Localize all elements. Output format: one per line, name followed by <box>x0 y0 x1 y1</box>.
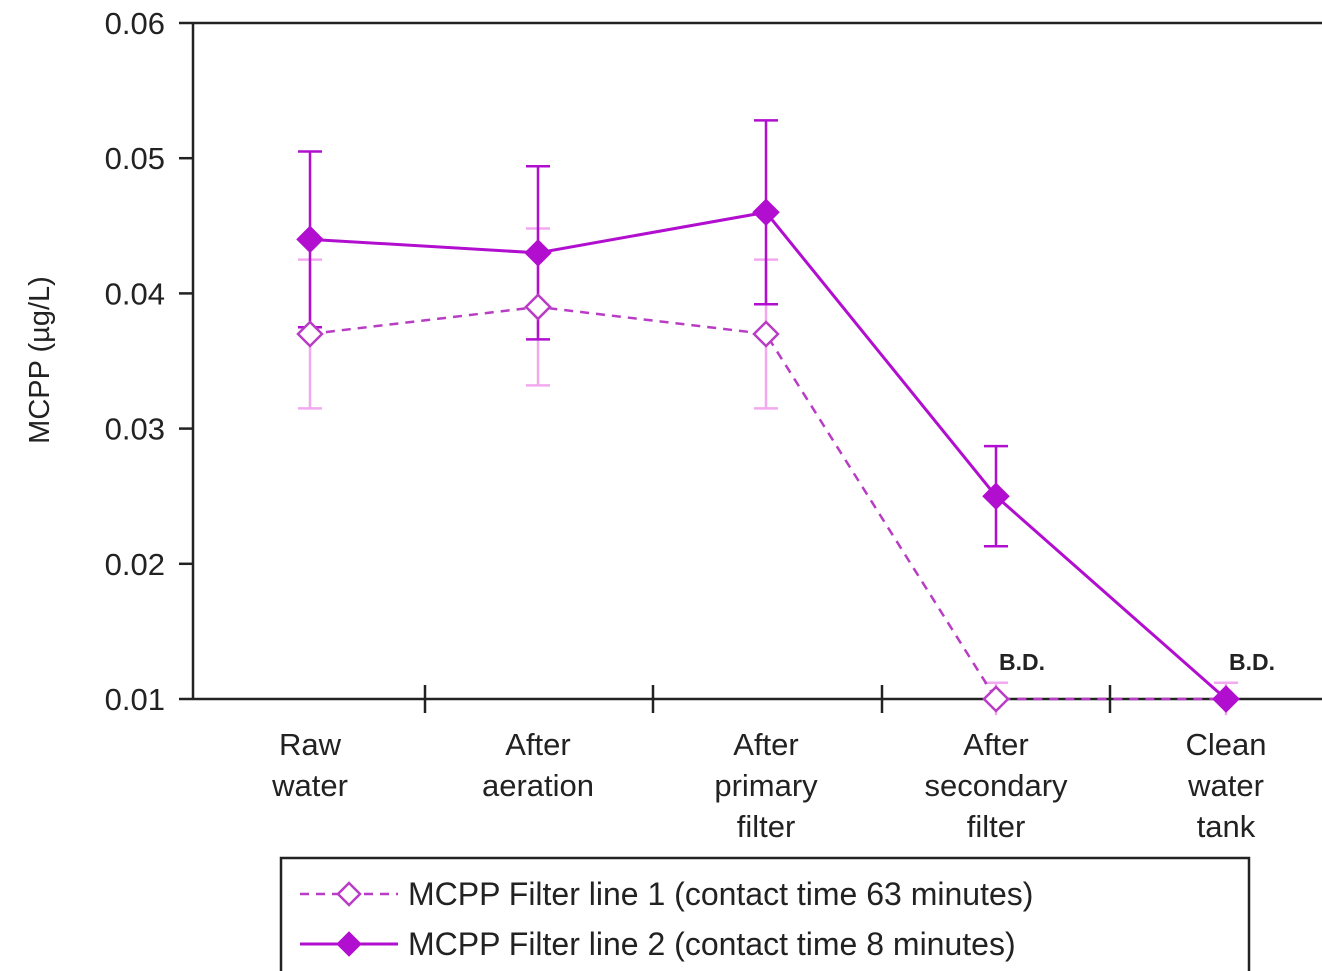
x-category-label: water <box>271 768 348 803</box>
series-2-marker <box>752 198 780 227</box>
series-1-marker <box>296 320 324 348</box>
x-category-label: Raw <box>279 727 342 762</box>
x-category-label: filter <box>967 809 1026 844</box>
x-category-label: After <box>733 727 798 762</box>
y-axis-title: MCPP (µg/L) <box>24 276 56 444</box>
bd-annotation: B.D. <box>999 649 1045 675</box>
bd-annotation: B.D. <box>1229 649 1275 675</box>
y-ticks: 0.01 0.02 0.03 0.04 0.05 0.06 <box>105 6 193 717</box>
x-category-label: tank <box>1197 809 1256 844</box>
legend-label-1: MCPP Filter line 1 (contact time 63 minu… <box>408 876 1033 912</box>
y-tick-label: 0.02 <box>105 547 165 582</box>
axes <box>191 21 1322 713</box>
legend-label-2: MCPP Filter line 2 (contact time 8 minut… <box>408 926 1016 962</box>
annotations: B.D. B.D. <box>999 649 1275 675</box>
series-2-marker <box>296 225 324 254</box>
x-category-label: primary <box>714 768 818 803</box>
y-tick-label: 0.04 <box>105 276 165 311</box>
series-2-marker <box>524 239 552 267</box>
legend-marker-2 <box>336 931 362 957</box>
y-tick-label: 0.03 <box>105 412 165 447</box>
series-1-line <box>309 305 1226 701</box>
x-category-label: After <box>505 727 570 762</box>
x-category-label: filter <box>737 809 796 844</box>
series-2-marker <box>1212 685 1240 713</box>
x-category-label: aeration <box>482 768 594 803</box>
y-tick-label: 0.06 <box>105 6 165 41</box>
x-category-labels: Raw water After aeration After primary filter A… <box>271 727 1266 844</box>
series-1-marker <box>752 320 780 348</box>
series-2-line <box>309 210 1227 701</box>
legend: MCPP Filter line 1 (contact time 63 minu… <box>279 856 1251 971</box>
series-1-marker <box>982 685 1010 713</box>
legend-box <box>279 856 1251 971</box>
series-2-marker <box>982 482 1010 510</box>
series-markers <box>296 198 1240 713</box>
x-category-label: After <box>963 727 1028 762</box>
series-1-marker <box>524 293 552 321</box>
y-tick-label: 0.01 <box>105 682 165 717</box>
x-category-label: water <box>1187 768 1264 803</box>
x-category-label: Clean <box>1186 727 1267 762</box>
legend-marker-1 <box>336 881 362 907</box>
series-lines <box>309 210 1227 701</box>
y-tick-label: 0.05 <box>105 141 165 176</box>
x-category-label: secondary <box>924 768 1068 803</box>
